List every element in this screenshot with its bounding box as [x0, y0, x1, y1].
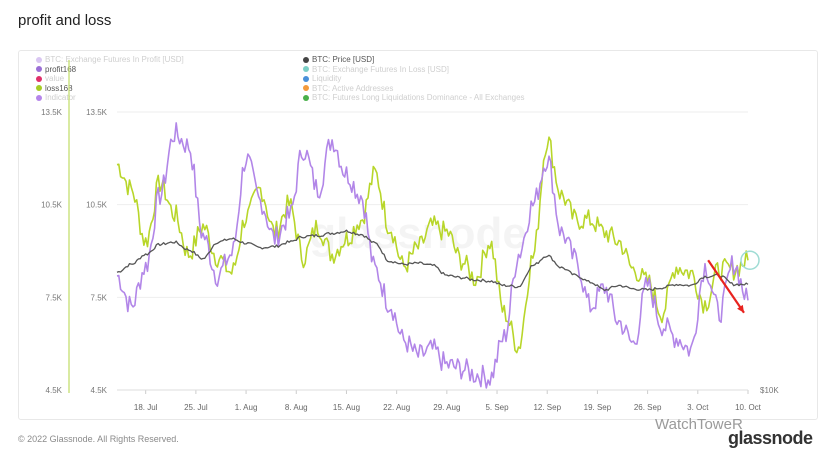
- legend-item-left-3[interactable]: loss168: [36, 84, 184, 94]
- y-right-tick: $10K: [760, 386, 779, 395]
- red-arrow-head-icon: [737, 304, 744, 313]
- axes: 4.5K 4.5K 7.5K 7.5K 10.5K 10.5K 13.5K 13.5K $10K…: [41, 108, 779, 412]
- chart-frame: [18, 50, 818, 420]
- x-tick-label: 25. Jul: [184, 403, 208, 412]
- legend-left: BTC: Exchange Futures In Profit [USD] pro…: [36, 55, 184, 103]
- legend-item-left-1[interactable]: profit168: [36, 65, 184, 75]
- red-arrow-shaft: [707, 259, 745, 314]
- legend-label: value: [45, 74, 65, 84]
- legend-item-middle-1[interactable]: BTC: Exchange Futures In Loss [USD]: [303, 65, 525, 75]
- legend-swatch-icon: [303, 66, 309, 73]
- legend-item-middle-0[interactable]: BTC: Price [USD]: [303, 55, 525, 65]
- legend-swatch-icon: [303, 56, 309, 63]
- x-tick-label: 1. Aug: [235, 403, 258, 412]
- y-left-tick: 4.5K: [46, 386, 63, 395]
- btc-price-line: [116, 229, 749, 292]
- legend-item-middle-2[interactable]: Liquidity: [303, 74, 525, 84]
- x-tick-label: 12. Sep: [533, 403, 561, 412]
- highlight-circle: [740, 250, 760, 271]
- copyright-footer: © 2022 Glassnode. All Rights Reserved.: [18, 434, 179, 444]
- y-inner-tick: 4.5K: [91, 386, 108, 395]
- annotations: [707, 250, 760, 314]
- x-tick-label: 22. Aug: [383, 403, 410, 412]
- y-inner-tick: 13.5K: [86, 108, 108, 117]
- legend-swatch-icon: [303, 94, 309, 101]
- legend-label: BTC: Price [USD]: [312, 55, 375, 65]
- legend-label: Indicator: [45, 93, 76, 103]
- page-title: profit and loss: [18, 12, 112, 29]
- y-left-tick: 7.5K: [46, 293, 63, 302]
- legend-middle: BTC: Price [USD] BTC: Exchange Futures In…: [303, 55, 525, 103]
- y-inner-tick: 10.5K: [86, 201, 108, 210]
- legend-swatch-icon: [36, 75, 42, 82]
- legend-swatch-icon: [36, 85, 42, 92]
- legend-item-middle-3[interactable]: BTC: Active Addresses: [303, 84, 525, 94]
- x-tick-label: 18. Jul: [134, 403, 158, 412]
- watchtower-watermark: WatchToweR: [655, 416, 743, 433]
- legend-label: BTC: Active Addresses: [312, 83, 394, 93]
- legend-swatch-icon: [36, 66, 42, 73]
- legend-label: BTC: Futures Long Liquidations Dominance…: [312, 93, 525, 103]
- loss168-line: [116, 136, 749, 354]
- legend-swatch-icon: [303, 85, 309, 92]
- legend-label: BTC: Exchange Futures In Loss [USD]: [312, 64, 449, 74]
- x-tick-label: 19. Sep: [584, 403, 612, 412]
- x-tick-label: 15. Aug: [333, 403, 360, 412]
- legend-item-middle-4[interactable]: BTC: Futures Long Liquidations Dominance…: [303, 93, 525, 103]
- x-tick-label: 29. Aug: [433, 403, 460, 412]
- legend-swatch-icon: [36, 56, 42, 63]
- legend-item-left-0[interactable]: BTC: Exchange Futures In Profit [USD]: [36, 55, 184, 65]
- chart-watermark: glassnode: [309, 209, 527, 258]
- legend-label: BTC: Exchange Futures In Profit [USD]: [45, 55, 184, 65]
- legend-swatch-icon: [303, 75, 309, 82]
- legend-item-left-2[interactable]: value: [36, 74, 184, 84]
- y-inner-tick: 7.5K: [91, 293, 108, 302]
- legend-label: loss168: [45, 83, 73, 93]
- legend-label: profit168: [45, 64, 77, 74]
- y-left-tick: 13.5K: [41, 108, 63, 117]
- glassnode-logo: glassnode: [728, 428, 813, 448]
- x-tick-label: 5. Sep: [485, 403, 509, 412]
- x-tick-label: 10. Oct: [735, 403, 762, 412]
- legend-swatch-icon: [36, 94, 42, 101]
- y-left-tick: 10.5K: [41, 201, 63, 210]
- series: [116, 122, 749, 389]
- legend-label: Liquidity: [312, 74, 342, 84]
- x-tick-label: 8. Aug: [285, 403, 308, 412]
- profit168-line: [116, 122, 749, 389]
- x-tick-label: 26. Sep: [634, 403, 662, 412]
- x-tick-label: 3. Oct: [687, 403, 709, 412]
- legend-item-left-4[interactable]: Indicator: [36, 93, 184, 103]
